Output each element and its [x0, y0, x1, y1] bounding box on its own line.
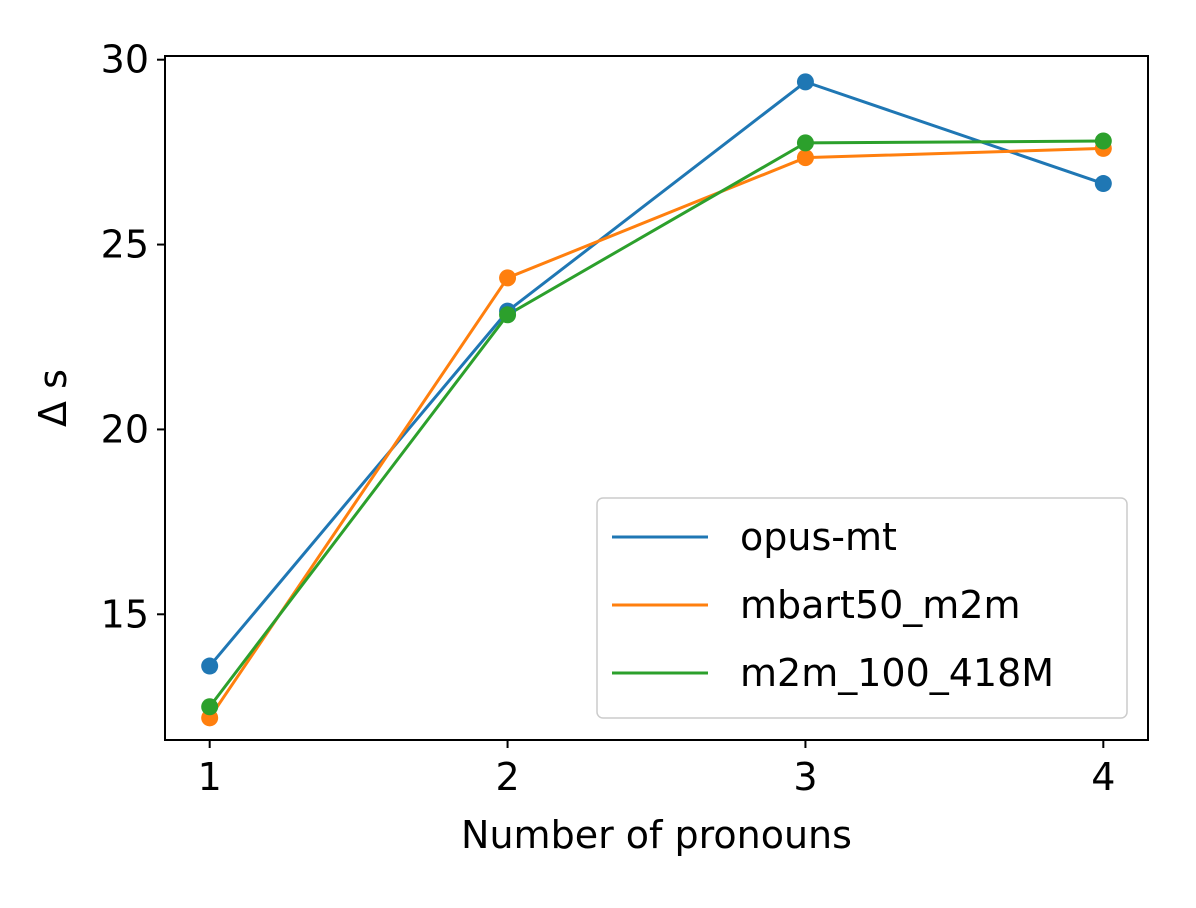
x-tick-label: 1 [198, 755, 222, 799]
data-point-m2m_100_418M [1094, 132, 1112, 150]
plot-lines [208, 80, 1104, 719]
y-tick-label: 15 [101, 592, 149, 636]
x-axis-ticks: 1 2 3 4 [198, 740, 1115, 799]
data-point-m2m_100_418M [201, 698, 219, 716]
legend-label: m2m_100_418M [740, 651, 1054, 695]
x-tick-label: 2 [495, 755, 519, 799]
y-axis-ticks: 15 20 25 30 [101, 38, 165, 636]
y-tick-label: 20 [101, 407, 149, 451]
y-tick-label: 25 [101, 223, 149, 267]
legend-box [596, 497, 1128, 719]
data-point-m2m_100_418M [499, 306, 517, 324]
plot-frame [164, 55, 1149, 741]
data-point-opus-mt [201, 657, 219, 675]
legend-label: opus-mt [740, 515, 897, 559]
data-point-mbart50_m2m [499, 269, 517, 287]
legend: opus-mt mbart50_m2m m2m_100_418M [596, 497, 1128, 719]
data-point-mbart50_m2m [796, 149, 814, 167]
x-tick-label: 3 [793, 755, 817, 799]
x-tick-label: 4 [1091, 755, 1115, 799]
series-line-mbart50_m2m [208, 146, 1104, 719]
y-tick-label: 30 [101, 38, 149, 82]
data-point-m2m_100_418M [796, 134, 814, 152]
x-axis-label: Number of pronouns [461, 813, 852, 857]
data-point-opus-mt [1094, 175, 1112, 193]
series-line-m2m_100_418M [208, 139, 1104, 708]
legend-label: mbart50_m2m [740, 583, 1021, 627]
y-axis-label: Δ s [31, 369, 75, 427]
plot-points [201, 73, 1112, 727]
series-line-opus-mt [208, 80, 1104, 668]
data-point-opus-mt [796, 73, 814, 91]
